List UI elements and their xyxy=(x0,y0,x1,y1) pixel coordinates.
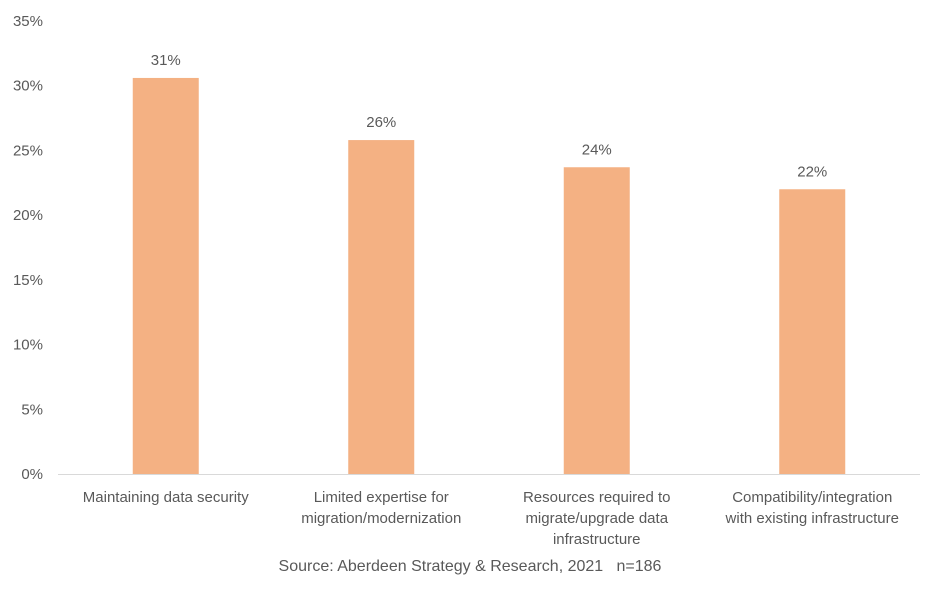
bar xyxy=(132,77,199,474)
x-tick-label: Limited expertise for xyxy=(314,489,449,506)
x-tick-label: with existing infrastructure xyxy=(725,510,899,527)
y-tick-label: 25% xyxy=(13,142,43,159)
y-tick-label: 20% xyxy=(13,207,43,224)
x-tick-label: infrastructure xyxy=(553,531,641,548)
y-tick-label: 5% xyxy=(21,401,43,418)
bar xyxy=(779,189,846,474)
x-tick-label: migration/modernization xyxy=(301,510,461,527)
x-tick-label: Compatibility/integration xyxy=(732,489,892,506)
y-tick-label: 15% xyxy=(13,272,43,289)
data-label: 24% xyxy=(582,141,612,158)
bar-chart: 0% 5% 10% 15% 20% 25% 30% 35% 31% Maintaining dat… xyxy=(13,13,920,548)
bar xyxy=(563,167,630,475)
data-label: 22% xyxy=(797,163,827,180)
y-tick-label: 0% xyxy=(21,466,43,483)
y-tick-label: 30% xyxy=(13,78,43,95)
source-note: Source: Aberdeen Strategy & Research, 20… xyxy=(278,558,662,575)
x-tick-label: Maintaining data security xyxy=(83,489,249,506)
data-label: 31% xyxy=(151,52,181,69)
x-tick-label: migrate/upgrade data xyxy=(525,510,668,527)
y-tick-label: 10% xyxy=(13,337,43,354)
y-tick-label: 35% xyxy=(13,13,43,30)
data-label: 26% xyxy=(366,114,396,131)
bar xyxy=(348,140,415,474)
x-tick-label: Resources required to xyxy=(523,489,671,506)
